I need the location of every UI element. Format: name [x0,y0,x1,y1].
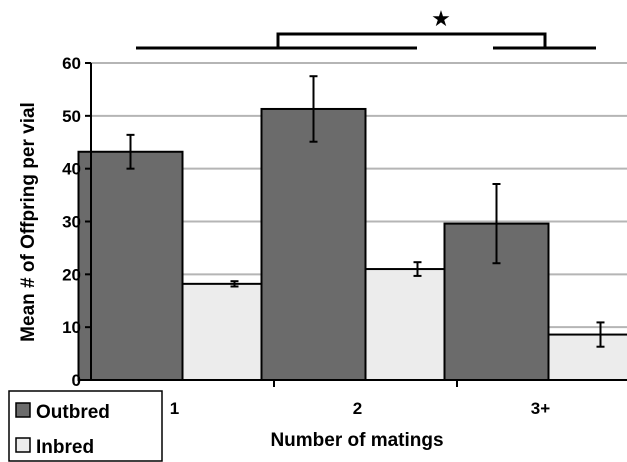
legend-label-inbred: Inbred [36,437,94,458]
legend: Outbred Inbred [8,390,163,462]
significance-star: ★ [431,7,451,32]
significance-bracket [136,32,596,50]
bar-outbred-1 [77,150,184,381]
bars [77,107,627,381]
x-tick-labels: 1 2 3+ [170,380,550,418]
y-tick-labels: 0 10 20 30 40 50 60 [62,54,91,390]
legend-box [8,390,163,462]
bar-inbred-3+ [547,333,627,381]
y-axis-title: Mean # of Offpring per vial [18,102,39,342]
y-tick-label: 30 [62,213,81,232]
y-tick-label: 20 [62,265,81,284]
x-tick-label: 3+ [531,399,550,418]
x-axis-title: Number of matings [270,430,443,451]
x-tick-label: 2 [353,399,362,418]
y-tick-label: 0 [72,371,81,390]
legend-swatch-outbred [15,402,31,418]
y-tick-label: 40 [62,160,81,179]
y-tick-label: 10 [62,318,81,337]
y-tick-label: 50 [62,107,81,126]
legend-label-outbred: Outbred [36,402,110,423]
legend-swatch-inbred [15,437,31,453]
x-tick-label: 1 [170,399,179,418]
bracket-connector [276,32,547,48]
y-tick-label: 60 [62,54,81,73]
bar-outbred-2 [260,107,367,381]
error-bars [126,75,605,348]
